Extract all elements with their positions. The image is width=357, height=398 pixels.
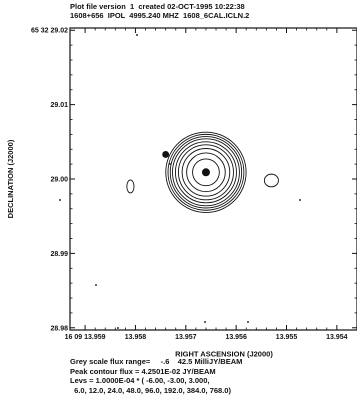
y-tick-label: 28.99: [50, 251, 68, 258]
noise-speck: [169, 163, 171, 165]
noise-speck: [299, 199, 301, 201]
grey-scale-caption: Grey scale flux range= -.6 42.5 MilliJY/…: [70, 357, 243, 366]
x-tick-label: 13.957: [175, 334, 197, 341]
contour-ring: [186, 152, 226, 193]
y-tick-label: 28.98: [50, 325, 68, 332]
contour-ring: [177, 144, 234, 201]
levels-caption-line1: Levs = 1.0000E-04 * ( -6.00, -3.00, 3.00…: [70, 376, 210, 385]
x-axis-label: RIGHT ASCENSION (J2000): [175, 350, 273, 359]
levels-caption-line2: 6.0, 12.0, 24.0, 48.0, 96.0, 192.0, 384.…: [70, 385, 231, 395]
contour-ring: [192, 158, 220, 187]
contour-ring: [174, 141, 237, 204]
x-tick-labels: 16 09 13.959 13.958 13.957 13.956 13.955 13.9…: [65, 334, 348, 341]
noise-speck: [59, 199, 61, 201]
source-west-blob: [126, 179, 135, 194]
plot-header-line2: 1608+656 IPOL 4995.240 MHZ 1608_6CAL.ICL…: [70, 11, 250, 20]
peak-flux-caption: Peak contour flux = 4.2501E-02 JY/BEAM: [70, 366, 216, 376]
x-tick-label: 13.954: [326, 334, 348, 341]
contours: [126, 131, 279, 213]
source-core: [201, 168, 210, 177]
x-tick-label: 13.956: [225, 334, 247, 341]
noise-specks: [59, 34, 301, 329]
x-tick-label: 13.955: [276, 334, 298, 341]
contour-ring: [169, 136, 243, 209]
contour-ring: [126, 179, 135, 194]
contour-ring: [263, 173, 279, 188]
contour-ring: [162, 151, 170, 158]
noise-speck: [95, 284, 97, 286]
axis-ticks: [70, 28, 357, 330]
x-tick-label: 16 09 13.959: [65, 334, 106, 341]
noise-speck: [136, 34, 138, 36]
source-main-component: [165, 131, 247, 213]
contour-ring: [181, 148, 231, 197]
contour-ring: [167, 133, 245, 211]
x-tick-label: 13.958: [125, 334, 147, 341]
contour-ring: [165, 131, 247, 213]
noise-speck: [117, 327, 119, 329]
y-tick-label: 29.00: [50, 177, 68, 184]
noise-speck: [204, 321, 206, 323]
y-tick-label: 29.01: [50, 102, 68, 109]
source-north-blob: [162, 151, 170, 158]
plot-header-line1: Plot file version 1 created 02-OCT-1995 …: [70, 2, 245, 11]
y-tick-labels: 65 32 29.02 29.01 29.00 28.99 28.98: [31, 28, 68, 333]
contour-ring: [172, 138, 240, 207]
source-east-blob: [263, 173, 279, 188]
noise-speck: [247, 321, 249, 323]
y-axis-label: DECLINATION (J2000): [6, 139, 15, 218]
y-tick-label: 65 32 29.02: [31, 28, 68, 35]
plot-frame: [69, 27, 357, 331]
